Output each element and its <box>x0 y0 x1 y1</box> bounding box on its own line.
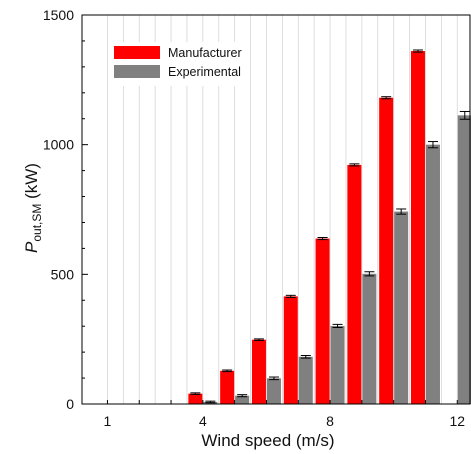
y-axis-label: Pout,SM (kW) <box>22 163 44 253</box>
bar-experimental-5 <box>235 395 250 404</box>
y-axis-label-sub: out,SM <box>30 204 44 242</box>
y-axis-label-main: P <box>22 241 41 253</box>
x-tick-label: 8 <box>326 413 334 429</box>
bars <box>188 51 471 405</box>
x-tick-label: 4 <box>199 413 207 429</box>
bar-manufacturer-8 <box>315 238 330 404</box>
legend-swatch-experimental <box>114 65 160 78</box>
bar-experimental-8 <box>330 325 345 404</box>
plot-frame <box>81 14 471 405</box>
error-bars <box>190 49 470 404</box>
bar-manufacturer-10 <box>379 97 394 405</box>
axes <box>81 14 471 405</box>
legend-label-manufacturer: Manufacturer <box>168 46 242 60</box>
bar-manufacturer-9 <box>347 164 362 404</box>
y-tick-label: 1000 <box>43 137 74 153</box>
y-axis-label-unit: (kW) <box>22 163 41 204</box>
x-axis-label: Wind speed (m/s) <box>201 431 334 450</box>
y-tick-label: 0 <box>66 396 74 412</box>
legend-label-experimental: Experimental <box>168 65 241 79</box>
y-tick-label: 1500 <box>43 7 74 23</box>
tick-labels: 0 500 1000 1500 1 4 8 12 <box>43 7 465 429</box>
bar-manufacturer-6 <box>251 339 266 404</box>
bar-experimental-12 <box>457 115 471 404</box>
bar-experimental-6 <box>266 378 281 404</box>
x-tick-label: 1 <box>104 413 112 429</box>
bar-experimental-10 <box>394 211 409 404</box>
bar-manufacturer-5 <box>220 370 235 404</box>
bar-manufacturer-4 <box>188 393 203 404</box>
legend-swatch-manufacturer <box>114 46 160 59</box>
y-tick-label: 500 <box>51 266 75 282</box>
bar-experimental-7 <box>298 356 313 404</box>
bar-experimental-9 <box>362 273 377 404</box>
bar-experimental-11 <box>425 144 440 404</box>
bar-manufacturer-7 <box>283 296 298 404</box>
legend: Manufacturer Experimental <box>110 42 246 86</box>
bar-manufacturer-11 <box>410 51 425 404</box>
x-tick-label: 12 <box>449 413 465 429</box>
